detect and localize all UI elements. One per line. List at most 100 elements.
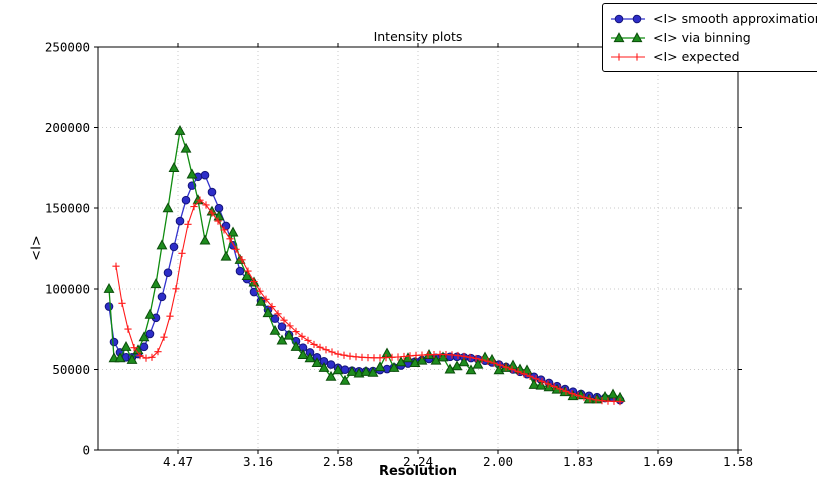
data-point-marker (592, 396, 600, 404)
data-point-marker (465, 364, 477, 375)
data-point-marker (502, 363, 510, 371)
data-point-marker (157, 292, 167, 302)
data-point-marker (340, 351, 348, 359)
data-point-marker (326, 360, 336, 369)
legend: <I> smooth approximation <I> via binning… (602, 3, 817, 72)
legend-swatch-triangle (611, 32, 645, 43)
legend-item-expected: <I> expected (610, 47, 817, 66)
y-tick-label: 0 (82, 443, 90, 458)
data-point-marker (580, 393, 588, 401)
data-point-marker (514, 368, 522, 376)
data-point-marker (180, 142, 192, 153)
data-point-marker (202, 201, 210, 209)
data-point-marker (298, 332, 306, 340)
series-triangle (103, 124, 626, 404)
data-point-marker (120, 340, 132, 351)
data-point-marker (227, 226, 239, 237)
data-point-marker (562, 387, 570, 395)
data-point-marker (190, 202, 198, 211)
data-point-marker (633, 53, 641, 61)
y-tick-label: 250000 (45, 40, 90, 55)
data-point-marker (550, 382, 558, 391)
data-point-marker (311, 357, 323, 368)
data-point-marker (213, 210, 225, 221)
data-point-marker (232, 245, 240, 253)
data-point-marker (332, 364, 344, 375)
legend-item-smooth-approximation: <I> smooth approximation (610, 9, 817, 28)
y-tick-label: 100000 (45, 281, 90, 296)
data-point-marker (520, 370, 528, 378)
series-line-0 (108, 174, 621, 401)
data-point-marker (448, 351, 456, 359)
chart-title: Intensity plots (373, 29, 463, 44)
data-point-marker (238, 256, 246, 264)
data-point-marker (276, 334, 288, 345)
x-axis-label: Resolution (378, 464, 458, 479)
data-point-marker (255, 295, 267, 306)
data-point-marker (169, 242, 179, 252)
data-point-marker (484, 357, 492, 365)
data-point-marker (310, 340, 318, 349)
x-tick-label: 1.83 (563, 454, 593, 469)
data-point-marker (104, 302, 114, 311)
data-point-marker (304, 336, 312, 344)
data-point-marker (283, 329, 295, 340)
x-tick-label: 2.58 (323, 454, 353, 469)
data-point-marker (280, 316, 288, 324)
data-point-marker (556, 385, 564, 393)
data-point-marker (163, 268, 173, 277)
data-point-marker (286, 322, 294, 330)
data-point-marker (297, 349, 309, 359)
data-point-marker (444, 363, 456, 374)
data-point-marker (460, 352, 468, 360)
data-point-marker (346, 352, 354, 360)
data-point-marker (631, 32, 643, 43)
data-point-marker (568, 389, 576, 398)
data-point-marker (274, 310, 282, 318)
ticks (94, 43, 742, 454)
legend-swatch-circle (611, 14, 645, 24)
data-point-marker (538, 377, 546, 385)
data-point-marker (142, 354, 150, 362)
legend-swatch-plus (611, 53, 645, 61)
data-point-marker (269, 324, 281, 335)
data-point-marker (148, 353, 156, 361)
data-point-marker (174, 124, 186, 135)
data-point-marker (316, 343, 324, 351)
x-tick-label: 3.16 (243, 454, 273, 469)
data-point-marker (118, 299, 126, 307)
data-point-marker (103, 282, 115, 293)
data-point-marker (544, 380, 552, 388)
x-tick-label: 1.58 (723, 454, 753, 469)
data-point-marker (452, 352, 462, 362)
data-point-marker (250, 277, 258, 286)
data-point-marker (241, 270, 253, 281)
legend-item-via-binning: <I> via binning (610, 28, 817, 47)
data-point-marker (207, 187, 217, 197)
data-point-marker (614, 14, 624, 24)
data-point-marker (381, 347, 393, 358)
legend-label: <I> via binning (653, 30, 751, 45)
data-point-marker (130, 344, 138, 352)
data-point-marker (416, 354, 428, 365)
data-point-marker (181, 195, 191, 205)
data-point-marker (244, 267, 252, 275)
data-point-marker (277, 322, 287, 331)
data-point-marker (367, 366, 379, 377)
y-axis-label: <I> (29, 235, 45, 261)
data-point-marker (574, 391, 582, 400)
data-point-marker (262, 307, 274, 318)
data-point-marker (124, 325, 132, 333)
data-point-marker (172, 285, 180, 293)
data-point-marker (175, 216, 185, 226)
y-tick-label: 150000 (45, 201, 90, 216)
data-point-marker (178, 249, 186, 257)
grid (98, 47, 739, 450)
data-point-marker (334, 350, 342, 358)
data-point-marker (615, 53, 623, 61)
data-point-marker (200, 170, 210, 180)
data-point-marker (458, 356, 470, 367)
data-point-marker (632, 14, 642, 24)
data-point-marker (322, 346, 330, 354)
data-point-marker (400, 352, 408, 361)
